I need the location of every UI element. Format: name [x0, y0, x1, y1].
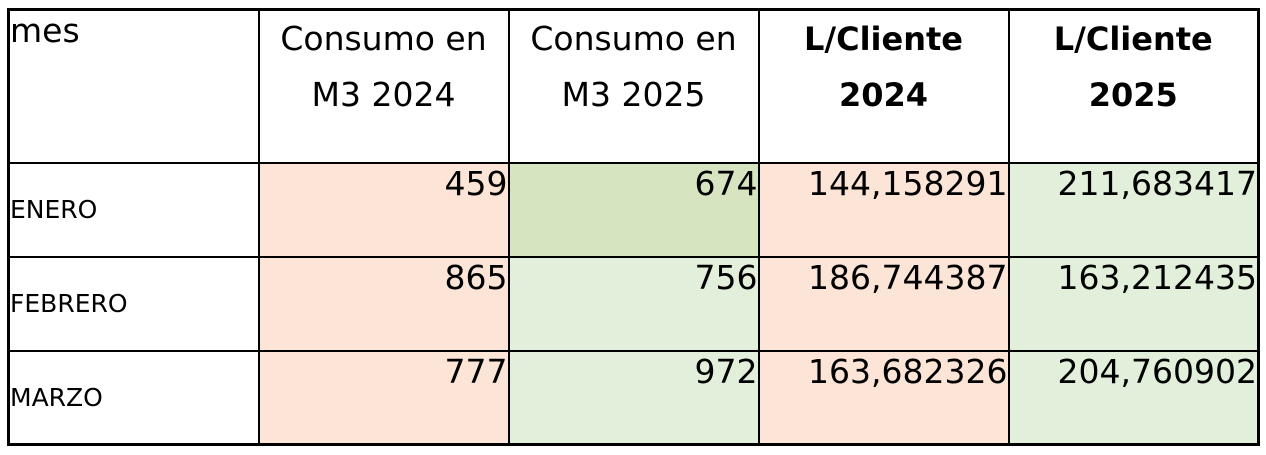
- consumo-2025-cell[interactable]: 756: [507, 255, 760, 352]
- header-l-cliente-2024-line2: 2024: [838, 76, 929, 114]
- l-cliente-2024-cell[interactable]: 144,158291: [757, 161, 1010, 258]
- table-row: FEBRERO 865 756 186,744387 163,212435: [7, 255, 1260, 352]
- header-consumo-2024-line2: M3 2024: [311, 75, 456, 114]
- consumption-table: mes Consumo en M3 2024 Consumo en M3 202…: [7, 8, 1260, 446]
- month-cell[interactable]: MARZO: [7, 349, 260, 446]
- l-cliente-2025-cell[interactable]: 163,212435: [1007, 255, 1260, 352]
- header-mes[interactable]: mes: [7, 8, 260, 164]
- header-l-cliente-2024-line1: L/Cliente: [804, 20, 963, 58]
- header-consumo-2025-line2: M3 2025: [561, 75, 706, 114]
- month-cell[interactable]: FEBRERO: [7, 255, 260, 352]
- table-row: ENERO 459 674 144,158291 211,683417: [7, 161, 1260, 258]
- header-consumo-2024[interactable]: Consumo en M3 2024: [257, 8, 510, 164]
- header-l-cliente-2025-line2: 2025: [1088, 76, 1178, 114]
- header-l-cliente-2025[interactable]: L/Cliente 2025: [1007, 8, 1260, 164]
- l-cliente-2024-cell[interactable]: 186,744387: [757, 255, 1010, 352]
- consumo-2024-cell[interactable]: 777: [257, 349, 510, 446]
- l-cliente-2025-cell[interactable]: 211,683417: [1007, 161, 1260, 258]
- l-cliente-2025-cell[interactable]: 204,760902: [1007, 349, 1260, 446]
- table-row: MARZO 777 972 163,682326 204,760902: [7, 349, 1260, 446]
- consumo-2024-cell[interactable]: 865: [257, 255, 510, 352]
- consumo-2025-cell[interactable]: 972: [507, 349, 760, 446]
- header-consumo-2025[interactable]: Consumo en M3 2025: [507, 8, 760, 164]
- consumo-2024-cell[interactable]: 459: [257, 161, 510, 258]
- header-l-cliente-2024[interactable]: L/Cliente 2024: [757, 8, 1010, 164]
- l-cliente-2024-cell[interactable]: 163,682326: [757, 349, 1010, 446]
- header-consumo-2025-line1: Consumo en: [530, 19, 737, 58]
- header-row: mes Consumo en M3 2024 Consumo en M3 202…: [7, 8, 1260, 164]
- header-consumo-2024-line1: Consumo en: [280, 19, 487, 58]
- header-l-cliente-2025-line1: L/Cliente: [1053, 20, 1213, 58]
- consumo-2025-cell[interactable]: 674: [507, 161, 760, 258]
- month-cell[interactable]: ENERO: [7, 161, 260, 258]
